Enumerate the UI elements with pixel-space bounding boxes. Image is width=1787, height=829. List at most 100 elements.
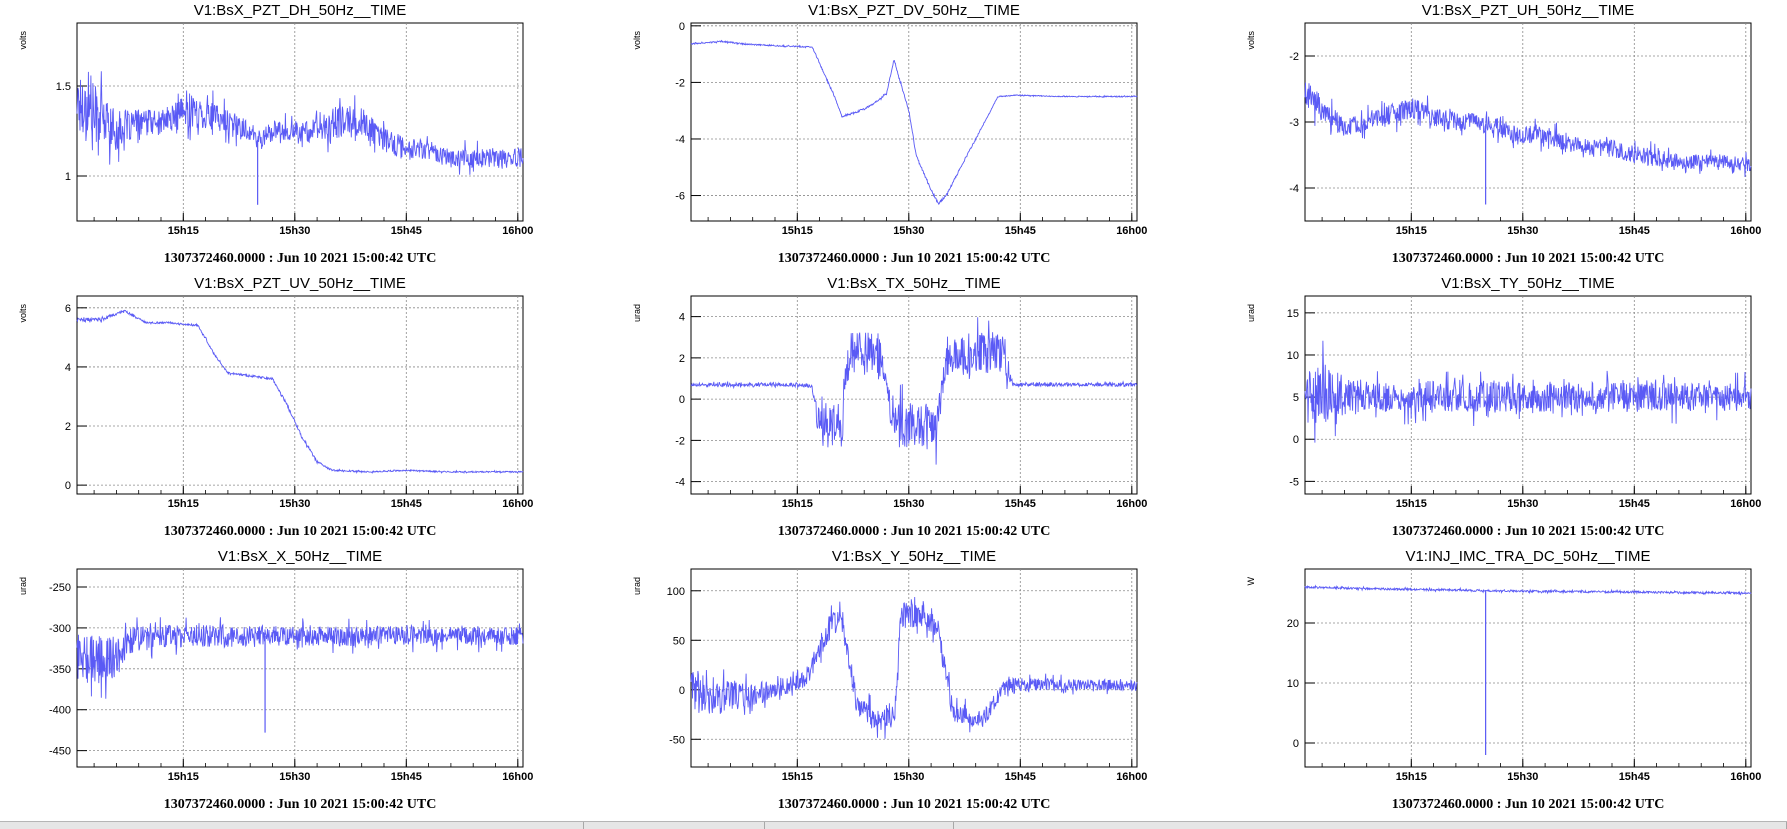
chart-title: V1:BsX_Y_50Hz__TIME	[832, 548, 996, 565]
x-tick-label: 15h15	[1396, 498, 1427, 510]
x-tick-label: 16h00	[1730, 771, 1761, 783]
y-tick-label: 20	[1287, 618, 1299, 630]
chart-panel: V1:BsX_Y_50Hz__TIME urad 15h15 15h30 15h45 16…	[614, 546, 1214, 818]
x-tick-label: 16h00	[502, 225, 533, 237]
y-tick-label: 100	[667, 586, 685, 598]
y-tick-label: -2	[675, 435, 685, 447]
series-line	[1304, 584, 1752, 596]
x-tick-label: 15h45	[391, 225, 422, 237]
x-tick-label: 15h30	[893, 771, 924, 783]
status-segment	[584, 822, 765, 829]
chart-title: V1:BsX_PZT_DH_50Hz__TIME	[194, 2, 407, 19]
x-axis-label: 1307372460.0000 : Jun 10 2021 15:00:42 U…	[164, 251, 437, 266]
chart-svg: V1:INJ_IMC_TRA_DC_50Hz__TIME W 15h15 15h30 1…	[1246, 548, 1761, 812]
x-tick-label: 15h15	[1396, 225, 1427, 237]
x-axis-label: 1307372460.0000 : Jun 10 2021 15:00:42 U…	[164, 797, 437, 812]
x-tick-label: 15h45	[1005, 225, 1036, 237]
y-tick-label: 50	[673, 635, 685, 647]
y-tick-label: -4	[1289, 183, 1299, 195]
y-axis-label: urad	[632, 304, 642, 322]
x-tick-label: 15h15	[782, 225, 813, 237]
y-tick-label: 6	[65, 303, 71, 315]
series-line	[76, 309, 524, 475]
x-tick-label: 15h30	[1507, 498, 1538, 510]
y-axis-label: volts	[1246, 31, 1256, 50]
plot-frame	[76, 22, 524, 222]
y-axis-label: urad	[632, 577, 642, 595]
x-axis-label: 1307372460.0000 : Jun 10 2021 15:00:42 U…	[778, 251, 1051, 266]
y-tick-label: 0	[65, 480, 71, 492]
y-axis-label: volts	[632, 31, 642, 50]
x-tick-label: 16h00	[1116, 225, 1147, 237]
x-axis-label: 1307372460.0000 : Jun 10 2021 15:00:42 U…	[1392, 251, 1665, 266]
x-tick-label: 16h00	[502, 771, 533, 783]
x-tick-label: 16h00	[1116, 771, 1147, 783]
y-tick-label: -350	[49, 664, 71, 676]
series-line	[690, 317, 1138, 465]
y-tick-label: 2	[65, 421, 71, 433]
x-axis-label: 1307372460.0000 : Jun 10 2021 15:00:42 U…	[1392, 524, 1665, 539]
chart-title: V1:BsX_PZT_UV_50Hz__TIME	[194, 275, 406, 292]
x-tick-label: 15h45	[1619, 498, 1650, 510]
x-tick-label: 15h30	[893, 498, 924, 510]
chart-title: V1:BsX_PZT_DV_50Hz__TIME	[808, 2, 1020, 19]
chart-panel: V1:BsX_X_50Hz__TIME urad 15h15 15h30 15h45 16…	[0, 546, 600, 818]
x-tick-label: 15h45	[1619, 225, 1650, 237]
plot-frame	[1304, 568, 1752, 768]
x-tick-label: 15h30	[279, 498, 310, 510]
plot-frame	[76, 295, 524, 495]
y-axis-label: urad	[18, 577, 28, 595]
y-axis-label: volts	[18, 304, 28, 323]
x-tick-label: 15h15	[782, 498, 813, 510]
series-line	[690, 596, 1138, 739]
plot-frame	[76, 568, 524, 768]
series-line	[76, 71, 524, 175]
y-axis-label: volts	[18, 31, 28, 50]
chart-panel: V1:BsX_TY_50Hz__TIME urad 15h15 15h30 15h45 1…	[1228, 273, 1787, 545]
y-tick-label: 1.5	[56, 81, 71, 93]
x-tick-label: 16h00	[1730, 225, 1761, 237]
y-tick-label: 2	[679, 353, 685, 365]
y-tick-label: 0	[1293, 434, 1299, 446]
y-tick-label: -3	[1289, 117, 1299, 129]
x-tick-label: 15h45	[1005, 771, 1036, 783]
chart-panel: V1:BsX_PZT_UH_50Hz__TIME volts 15h15 15h30 1…	[1228, 0, 1787, 272]
y-tick-label: -4	[675, 477, 685, 489]
series-line	[1304, 82, 1752, 178]
chart-title: V1:BsX_TY_50Hz__TIME	[1441, 275, 1614, 292]
y-tick-label: 10	[1287, 350, 1299, 362]
status-segment	[765, 822, 954, 829]
x-axis-label: 1307372460.0000 : Jun 10 2021 15:00:42 U…	[778, 797, 1051, 812]
x-tick-label: 15h45	[391, 771, 422, 783]
x-tick-label: 15h45	[1005, 498, 1036, 510]
plot-frame	[1304, 22, 1752, 222]
x-tick-label: 15h30	[1507, 225, 1538, 237]
y-tick-label: -250	[49, 582, 71, 594]
y-tick-label: 10	[1287, 678, 1299, 690]
chart-title: V1:BsX_X_50Hz__TIME	[218, 548, 382, 565]
x-tick-label: 16h00	[1116, 498, 1147, 510]
y-tick-label: -50	[669, 734, 685, 746]
x-tick-label: 15h45	[391, 498, 422, 510]
x-tick-label: 15h30	[893, 225, 924, 237]
y-tick-label: -2	[1289, 51, 1299, 63]
y-tick-label: -5	[1289, 476, 1299, 488]
y-tick-label: -4	[675, 134, 685, 146]
x-tick-label: 15h45	[1619, 771, 1650, 783]
x-axis-label: 1307372460.0000 : Jun 10 2021 15:00:42 U…	[164, 524, 437, 539]
y-tick-label: 0	[679, 685, 685, 697]
x-tick-label: 15h15	[168, 225, 199, 237]
x-tick-label: 16h00	[502, 498, 533, 510]
chart-title: V1:INJ_IMC_TRA_DC_50Hz__TIME	[1405, 548, 1650, 565]
y-tick-label: 15	[1287, 308, 1299, 320]
y-tick-label: -400	[49, 705, 71, 717]
y-tick-label: 1	[65, 171, 71, 183]
status-segment	[0, 822, 584, 829]
plot-frame	[690, 22, 1138, 222]
x-tick-label: 15h15	[168, 498, 199, 510]
